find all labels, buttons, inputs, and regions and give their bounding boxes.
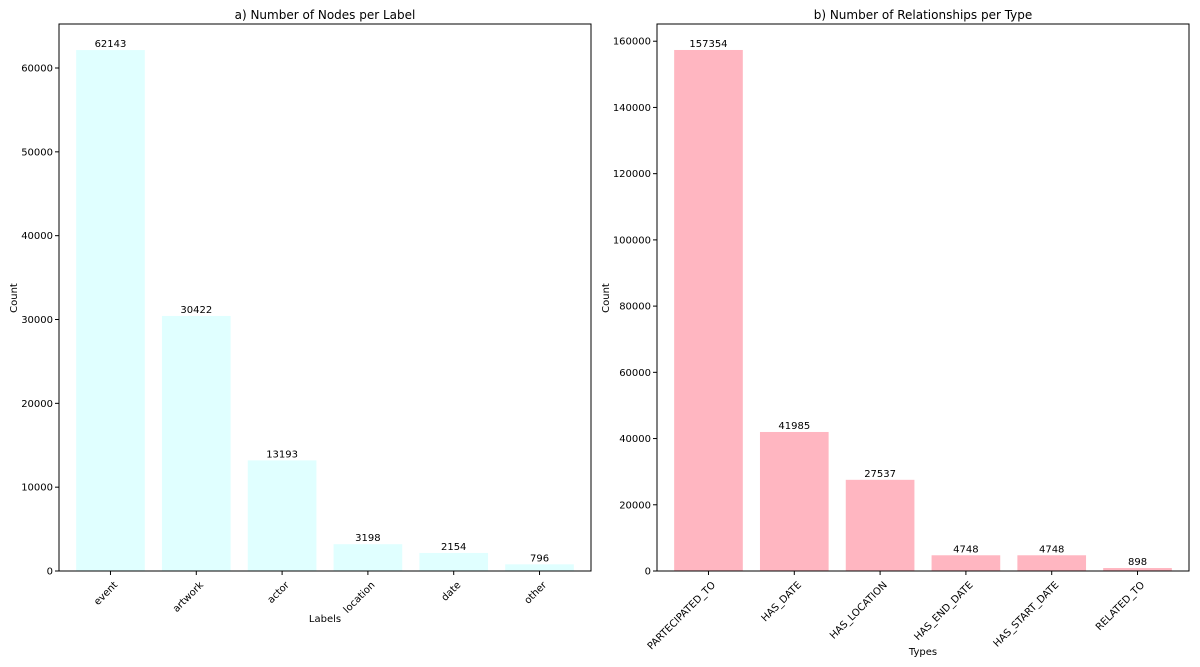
y-tick-label: 140000: [613, 103, 651, 114]
bar-series: 157354 41985 27537 4748 4748 898: [674, 39, 1172, 572]
data-label: 62143: [95, 39, 127, 50]
y-tick-label: 0: [645, 567, 651, 578]
data-label: 4748: [953, 544, 978, 555]
y-tick-label: 10000: [21, 483, 53, 494]
data-label: 4748: [1039, 544, 1064, 555]
y-tick-label: 80000: [619, 302, 651, 313]
y-tick-label: 40000: [619, 434, 651, 445]
data-label: 27537: [864, 469, 896, 480]
chart-title: a) Number of Nodes per Label: [235, 8, 416, 22]
data-label: 796: [530, 553, 549, 564]
bar-has-location: [845, 479, 915, 571]
bar-has-start-date: [1017, 555, 1087, 571]
y-tick-label: 20000: [619, 500, 651, 511]
y-axis-label: Count: [9, 283, 20, 313]
y-tick-label: 60000: [21, 64, 53, 75]
bar-partecipated-to: [674, 49, 743, 572]
y-tick-label: 120000: [613, 169, 651, 180]
data-label: 30422: [180, 305, 212, 316]
bar-has-end-date: [931, 555, 1001, 571]
bar-actor: [247, 460, 317, 571]
chart-title: b) Number of Relationships per Type: [814, 8, 1033, 22]
y-axis-label: Count: [601, 283, 612, 313]
data-label: 41985: [778, 421, 810, 432]
bar-date: [419, 552, 489, 571]
y-tick-label: 30000: [21, 315, 53, 326]
y-tick-label: 0: [47, 567, 53, 578]
x-axis-label: Types: [908, 647, 937, 658]
y-tick-label: 50000: [21, 147, 53, 158]
plot-frame: [58, 23, 592, 572]
bar-related-to: [1103, 568, 1172, 571]
bar-series: 62143 30422 13193 3198 2154 796: [76, 39, 574, 572]
bar-event: [76, 50, 145, 572]
data-label: 3198: [355, 533, 380, 544]
y-tick-label: 40000: [21, 231, 53, 242]
y-axis-ticks: 0 20000 40000 60000 80000 100000 120000 140000 1…: [613, 37, 657, 578]
bar-location: [333, 544, 403, 571]
chart-nodes-per-label: a) Number of Nodes per Label Labels Coun…: [9, 8, 592, 625]
data-label: 898: [1128, 557, 1147, 568]
y-tick-label: 20000: [21, 399, 53, 410]
bar-artwork: [161, 315, 231, 571]
y-tick-label: 100000: [613, 235, 651, 246]
y-axis-ticks: 0 10000 20000 30000 40000 50000 60000: [21, 64, 59, 578]
y-tick-label: 60000: [619, 368, 651, 379]
y-tick-label: 160000: [613, 37, 651, 48]
data-label: 157354: [689, 39, 727, 50]
data-label: 13193: [266, 449, 298, 460]
x-axis-label: Labels: [309, 614, 341, 625]
plot-frame: [656, 23, 1190, 572]
data-label: 2154: [441, 542, 466, 553]
bar-other: [505, 564, 574, 571]
bar-has-date: [759, 431, 829, 571]
